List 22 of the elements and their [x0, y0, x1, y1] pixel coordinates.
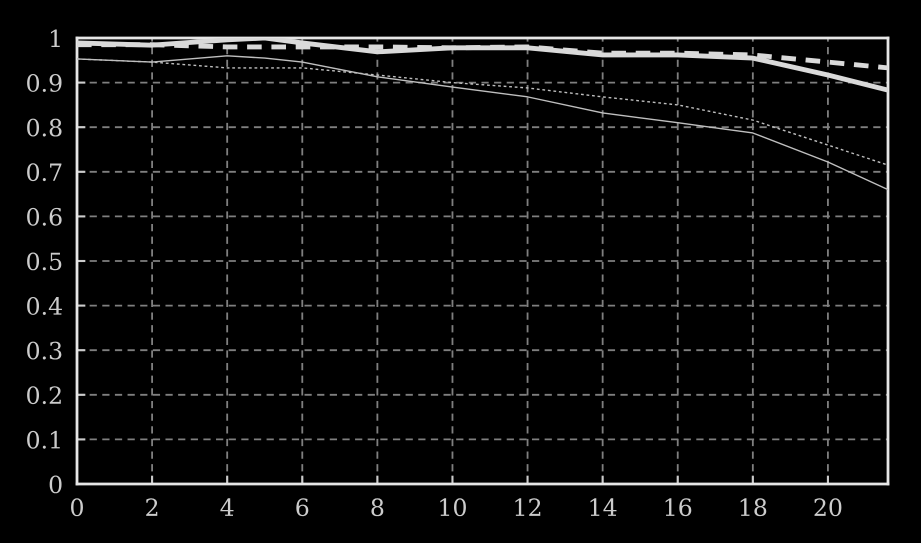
x-tick-label: 18	[740, 498, 766, 516]
x-tick-label: 16	[666, 498, 692, 516]
y-tick-label: 0.8	[27, 118, 62, 137]
y-tick-label: 0.9	[27, 74, 62, 92]
y-tick-label: 0.2	[27, 386, 61, 404]
y-tick-label: 0.4	[27, 297, 62, 315]
y-tick-label: 0.6	[27, 208, 62, 226]
x-tick-label: 8	[371, 498, 384, 516]
x-tick-label: 0	[71, 498, 83, 516]
x-tick-label: 2	[146, 498, 158, 516]
x-tick-label: 4	[220, 498, 234, 516]
x-tick-label: 20	[814, 498, 842, 516]
y-tick-label: 0.3	[27, 342, 62, 360]
x-tick-label: 6	[296, 498, 308, 516]
y-tick-label: 0.1	[27, 430, 60, 449]
x-tick-label: 14	[590, 498, 616, 516]
y-tick-label: 0.5	[27, 252, 62, 270]
y-tick-label: 0	[50, 475, 62, 494]
x-tick-label: 12	[515, 498, 540, 516]
y-tick-label: 1	[50, 29, 60, 47]
y-tick-label: 0.7	[27, 163, 62, 182]
x-tick-label: 10	[440, 498, 466, 516]
